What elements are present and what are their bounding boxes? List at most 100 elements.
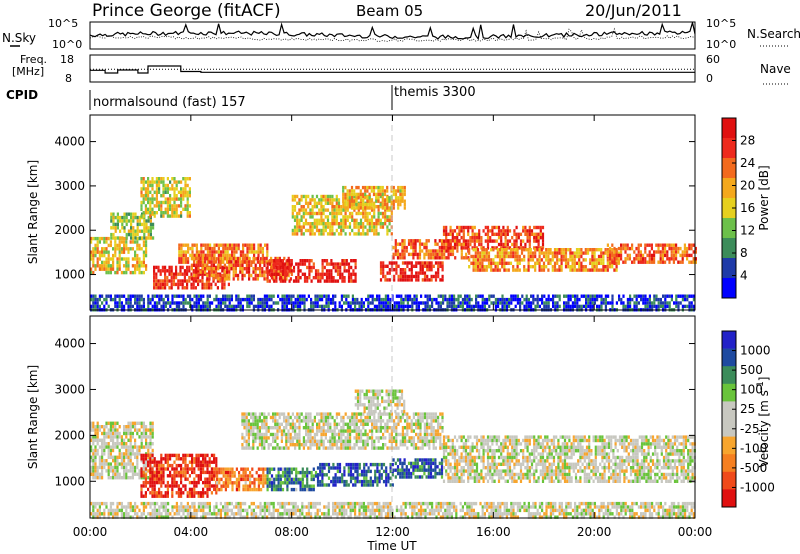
heatmap-cell (366, 196, 369, 200)
heatmap-cell (358, 462, 361, 467)
heatmap-cell (547, 304, 550, 309)
heatmap-cell (153, 279, 156, 283)
heatmap-cell (127, 257, 130, 261)
heatmap-cell (125, 455, 128, 459)
heatmap-cell (182, 197, 185, 201)
heatmap-cell (586, 251, 590, 255)
heatmap-cell (332, 276, 335, 280)
heatmap-cell (140, 294, 143, 298)
heatmap-cell (125, 469, 128, 473)
heatmap-cell (212, 273, 215, 278)
heatmap-cell (112, 459, 115, 463)
heatmap-cell (121, 236, 124, 240)
heatmap-cell (259, 243, 262, 247)
heatmap-cell (447, 249, 450, 253)
heatmap-cell (539, 246, 542, 250)
heatmap-cell (186, 477, 189, 481)
heatmap-cell (604, 251, 607, 255)
heatmap-cell (281, 304, 284, 309)
heatmap-cell (147, 236, 150, 240)
heatmap-cell (166, 269, 169, 273)
heatmap-cell (403, 242, 406, 246)
heatmap-cell (219, 263, 222, 267)
heatmap-cell (193, 480, 196, 485)
heatmap-cell (290, 297, 293, 302)
heatmap-cell (406, 264, 409, 268)
heatmap-cell (241, 297, 244, 302)
heatmap-cell (415, 294, 418, 298)
heatmap-cell (140, 200, 143, 205)
heatmap-cell (664, 243, 667, 247)
heatmap-cell (336, 279, 340, 283)
heatmap-cell (188, 453, 191, 458)
heatmap-cell (401, 268, 405, 272)
heatmap-cell (569, 268, 572, 272)
heatmap-cell (440, 242, 444, 246)
heatmap-cell (164, 282, 167, 287)
heatmap-cell (644, 297, 647, 302)
heatmap-cell (513, 229, 516, 233)
heatmap-cell (144, 474, 147, 478)
heatmap-cell (391, 462, 394, 467)
heatmap-cell (421, 278, 424, 282)
heatmap-cell (298, 211, 301, 216)
heatmap-cell (304, 194, 308, 199)
heatmap-cell (611, 248, 614, 252)
heatmap-cell (507, 268, 510, 272)
heatmap-cell (371, 297, 374, 302)
heatmap-cell (212, 260, 215, 264)
heatmap-cell (210, 286, 213, 290)
heatmap-cell (96, 304, 99, 309)
heatmap-cell (545, 301, 548, 305)
heatmap-cell (180, 250, 183, 254)
heatmap-cell (597, 258, 601, 262)
heatmap-cell (377, 211, 380, 216)
heatmap-cell (359, 192, 362, 197)
heatmap-cell (297, 477, 300, 482)
heatmap-cell (193, 301, 196, 305)
heatmap-cell (604, 301, 607, 305)
heatmap-cell (395, 304, 398, 309)
heatmap-cell (186, 467, 189, 471)
heatmap-cell (109, 448, 112, 453)
heatmap-cell (607, 294, 610, 298)
heatmap-cell (628, 253, 631, 258)
heatmap-cell (235, 297, 238, 302)
heatmap-cell (334, 301, 337, 305)
heatmap-cell (300, 218, 303, 222)
heatmap-cell (349, 469, 353, 474)
heatmap-cell (390, 202, 393, 207)
heatmap-cell (293, 198, 297, 202)
heatmap-cell (197, 294, 200, 298)
heatmap-cell (525, 301, 528, 305)
heatmap-cell (486, 232, 490, 236)
heatmap-cell (94, 294, 97, 298)
heatmap-cell (151, 183, 154, 188)
heatmap-cell (600, 261, 603, 265)
heatmap-cell (410, 271, 413, 275)
heatmap-cell (130, 232, 133, 237)
heatmap-cell (332, 466, 335, 470)
heatmap-cell (339, 276, 342, 280)
heatmap-cell (162, 474, 165, 478)
heatmap-cell (138, 215, 141, 220)
heatmap-cell (473, 242, 476, 247)
heatmap-cell (410, 264, 413, 268)
heatmap-cell (371, 294, 374, 298)
heatmap-cell (228, 257, 231, 261)
heatmap-cell (144, 477, 147, 481)
heatmap-cell (263, 294, 266, 298)
heatmap-cell (528, 242, 531, 247)
heatmap-cell (492, 268, 495, 272)
heatmap-cell (279, 276, 282, 280)
heatmap-cell (613, 268, 616, 272)
heatmap-cell (134, 452, 137, 456)
heatmap-cell (123, 465, 126, 470)
heatmap-cell (351, 294, 354, 298)
heatmap-cell (381, 211, 385, 216)
heatmap-cell (370, 202, 373, 207)
heatmap-cell (94, 297, 97, 302)
heatmap-cell (363, 479, 366, 484)
heatmap-cell (136, 304, 139, 309)
heatmap-cell (101, 445, 104, 449)
